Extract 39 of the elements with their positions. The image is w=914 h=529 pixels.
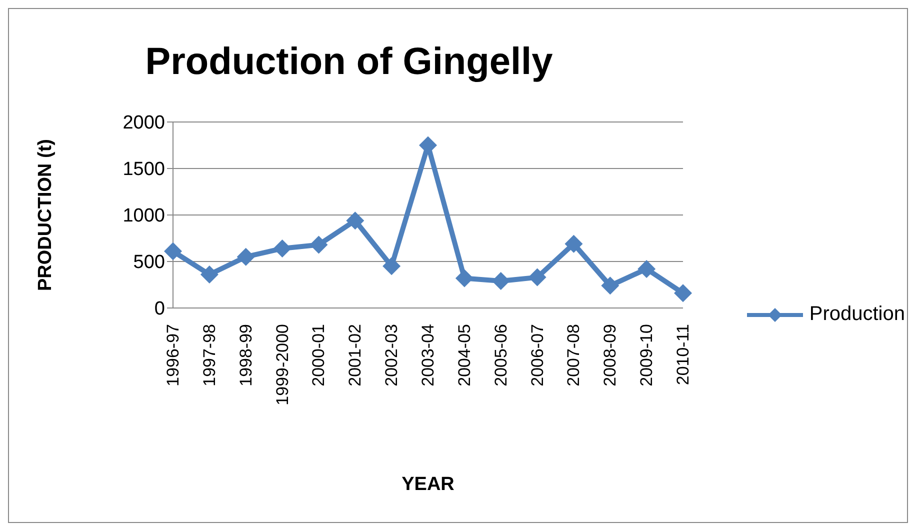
y-axis-title: PRODUCTION (t) <box>35 139 57 291</box>
x-tick-label: 2008-09 <box>600 324 620 386</box>
point <box>200 266 218 284</box>
x-tick-label: 2010-11 <box>674 324 692 386</box>
x-tick-label: 2000-01 <box>309 324 328 386</box>
y-tick-label: 2000 <box>122 112 165 134</box>
x-tick-label: 1999-2000 <box>272 324 292 406</box>
legend: Production <box>747 303 905 326</box>
x-tick-label: 2007-08 <box>564 324 584 386</box>
point <box>310 236 328 254</box>
point <box>236 248 255 266</box>
y-tick-label: 1000 <box>122 206 165 227</box>
point <box>164 242 182 260</box>
point <box>492 272 510 290</box>
point <box>273 239 292 258</box>
point <box>455 269 474 288</box>
x-tick-label: 2004-05 <box>454 324 474 386</box>
y-tick-label: 500 <box>133 252 165 274</box>
x-tick-label: 1997-98 <box>200 324 219 386</box>
x-axis-title: YEAR <box>400 474 456 496</box>
point <box>564 234 583 253</box>
x-tick-label: 2001-02 <box>346 324 365 386</box>
x-tick-label: 2005-06 <box>491 324 510 386</box>
point <box>346 212 364 230</box>
y-tick-label: 1500 <box>122 159 165 180</box>
point <box>674 284 692 302</box>
x-tick-label: 2006-07 <box>528 324 547 386</box>
x-tick-label: 1996-97 <box>164 324 182 386</box>
x-tick-label: 1998-99 <box>236 324 256 386</box>
legend-label: Production <box>809 303 905 326</box>
point <box>638 260 656 278</box>
x-tick-label: 2009-10 <box>637 324 656 386</box>
point <box>601 276 620 295</box>
chart-title: Production of Gingelly <box>144 41 554 84</box>
point <box>382 257 401 276</box>
x-tick-label: 2003-04 <box>418 324 438 386</box>
x-tick-label: 2002-03 <box>382 324 402 386</box>
point <box>528 268 546 286</box>
y-tick-label: 0 <box>154 298 165 320</box>
